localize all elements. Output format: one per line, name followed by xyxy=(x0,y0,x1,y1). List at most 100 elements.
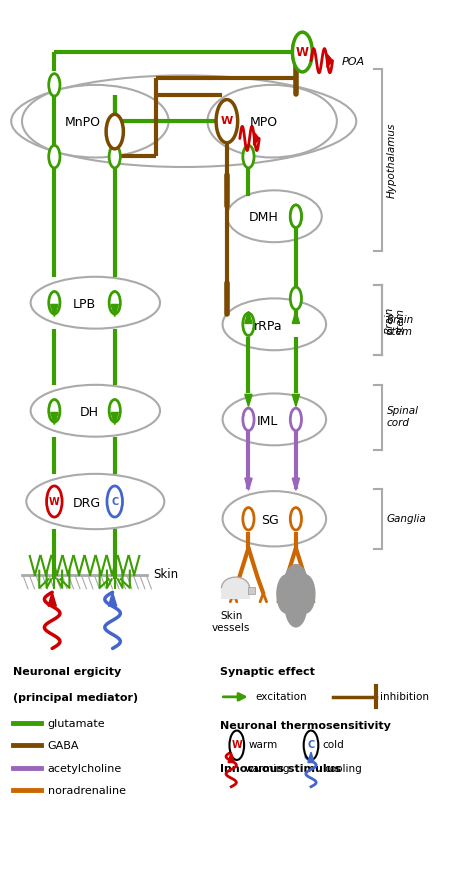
Text: W: W xyxy=(221,116,233,126)
Ellipse shape xyxy=(223,393,326,445)
Circle shape xyxy=(49,291,60,314)
Text: rRPa: rRPa xyxy=(254,319,282,333)
Ellipse shape xyxy=(31,385,160,437)
Text: Ganglia: Ganglia xyxy=(386,514,426,524)
Polygon shape xyxy=(245,394,252,407)
Circle shape xyxy=(243,313,254,335)
Ellipse shape xyxy=(31,277,160,329)
Circle shape xyxy=(296,575,315,613)
Polygon shape xyxy=(245,311,252,324)
Polygon shape xyxy=(51,304,58,317)
Text: POA: POA xyxy=(342,56,365,67)
Circle shape xyxy=(285,584,307,627)
Circle shape xyxy=(106,115,123,149)
Circle shape xyxy=(290,205,301,228)
Text: C: C xyxy=(111,497,118,506)
Circle shape xyxy=(304,730,319,760)
Polygon shape xyxy=(109,593,117,606)
Circle shape xyxy=(290,408,301,430)
Circle shape xyxy=(49,146,60,168)
Text: LPB: LPB xyxy=(73,298,96,311)
Text: C: C xyxy=(307,740,315,751)
Text: glutamate: glutamate xyxy=(48,719,106,729)
Polygon shape xyxy=(292,45,298,59)
Polygon shape xyxy=(254,131,259,146)
Text: W: W xyxy=(296,46,309,58)
Text: noradrenaline: noradrenaline xyxy=(48,786,126,796)
Text: warm: warm xyxy=(248,740,278,751)
Polygon shape xyxy=(48,593,56,606)
Circle shape xyxy=(49,400,60,422)
Polygon shape xyxy=(228,752,234,763)
Circle shape xyxy=(243,408,254,430)
Text: SG: SG xyxy=(261,514,279,527)
Text: stem: stem xyxy=(386,327,412,337)
Ellipse shape xyxy=(11,75,356,167)
Text: IML: IML xyxy=(257,415,279,428)
Circle shape xyxy=(216,100,237,143)
Circle shape xyxy=(290,205,301,228)
Circle shape xyxy=(49,490,60,512)
Polygon shape xyxy=(292,311,300,324)
Polygon shape xyxy=(51,413,58,424)
Text: cold: cold xyxy=(323,740,345,751)
Circle shape xyxy=(243,507,254,530)
Ellipse shape xyxy=(208,85,337,158)
Ellipse shape xyxy=(221,577,249,599)
Text: Skin
vessels: Skin vessels xyxy=(212,611,250,633)
Text: Skin: Skin xyxy=(154,569,179,581)
Circle shape xyxy=(277,575,296,613)
Ellipse shape xyxy=(223,298,326,350)
Text: DRG: DRG xyxy=(73,497,101,510)
Ellipse shape xyxy=(223,491,326,547)
Circle shape xyxy=(109,400,120,422)
Polygon shape xyxy=(218,114,224,129)
Polygon shape xyxy=(292,394,300,407)
Ellipse shape xyxy=(26,474,164,529)
Text: DH: DH xyxy=(79,406,98,419)
Text: Neuronal thermosensitivity: Neuronal thermosensitivity xyxy=(220,721,391,731)
Text: Hypothalamus: Hypothalamus xyxy=(387,123,397,198)
Polygon shape xyxy=(111,304,118,317)
Circle shape xyxy=(243,146,254,168)
Text: cord: cord xyxy=(386,418,410,428)
Ellipse shape xyxy=(227,191,322,243)
Text: W: W xyxy=(231,740,242,751)
Text: Neuronal ergicity: Neuronal ergicity xyxy=(13,668,122,677)
Circle shape xyxy=(292,32,312,72)
Text: cooling: cooling xyxy=(324,765,362,774)
Text: MnPO: MnPO xyxy=(64,116,100,130)
Bar xyxy=(247,587,255,594)
Text: Brain: Brain xyxy=(386,315,414,325)
Text: (principal mediator): (principal mediator) xyxy=(13,693,138,703)
Circle shape xyxy=(107,486,122,517)
Text: DMH: DMH xyxy=(249,212,278,225)
Text: MPO: MPO xyxy=(249,116,278,130)
Text: warming: warming xyxy=(244,765,290,774)
Circle shape xyxy=(46,486,62,517)
Polygon shape xyxy=(327,54,333,67)
Polygon shape xyxy=(292,478,300,490)
Circle shape xyxy=(109,291,120,314)
Polygon shape xyxy=(111,413,118,424)
Text: W: W xyxy=(49,497,60,506)
Polygon shape xyxy=(308,752,314,763)
Text: Brain
stem: Brain stem xyxy=(384,306,406,333)
Bar xyxy=(221,588,249,599)
Circle shape xyxy=(290,288,301,310)
Circle shape xyxy=(109,146,120,168)
Circle shape xyxy=(49,74,60,96)
Text: BAT: BAT xyxy=(286,611,306,621)
Text: acetylcholine: acetylcholine xyxy=(48,764,122,774)
Text: excitation: excitation xyxy=(255,691,307,702)
Text: Spinal: Spinal xyxy=(386,406,419,415)
Circle shape xyxy=(290,507,301,530)
Circle shape xyxy=(229,730,244,760)
Text: inhibition: inhibition xyxy=(380,691,429,702)
Text: GABA: GABA xyxy=(48,741,79,751)
Polygon shape xyxy=(245,478,252,490)
Ellipse shape xyxy=(22,85,169,158)
Text: Synaptic effect: Synaptic effect xyxy=(220,668,315,677)
Text: Innocuous stimulus: Innocuous stimulus xyxy=(220,765,342,774)
Circle shape xyxy=(283,564,309,617)
